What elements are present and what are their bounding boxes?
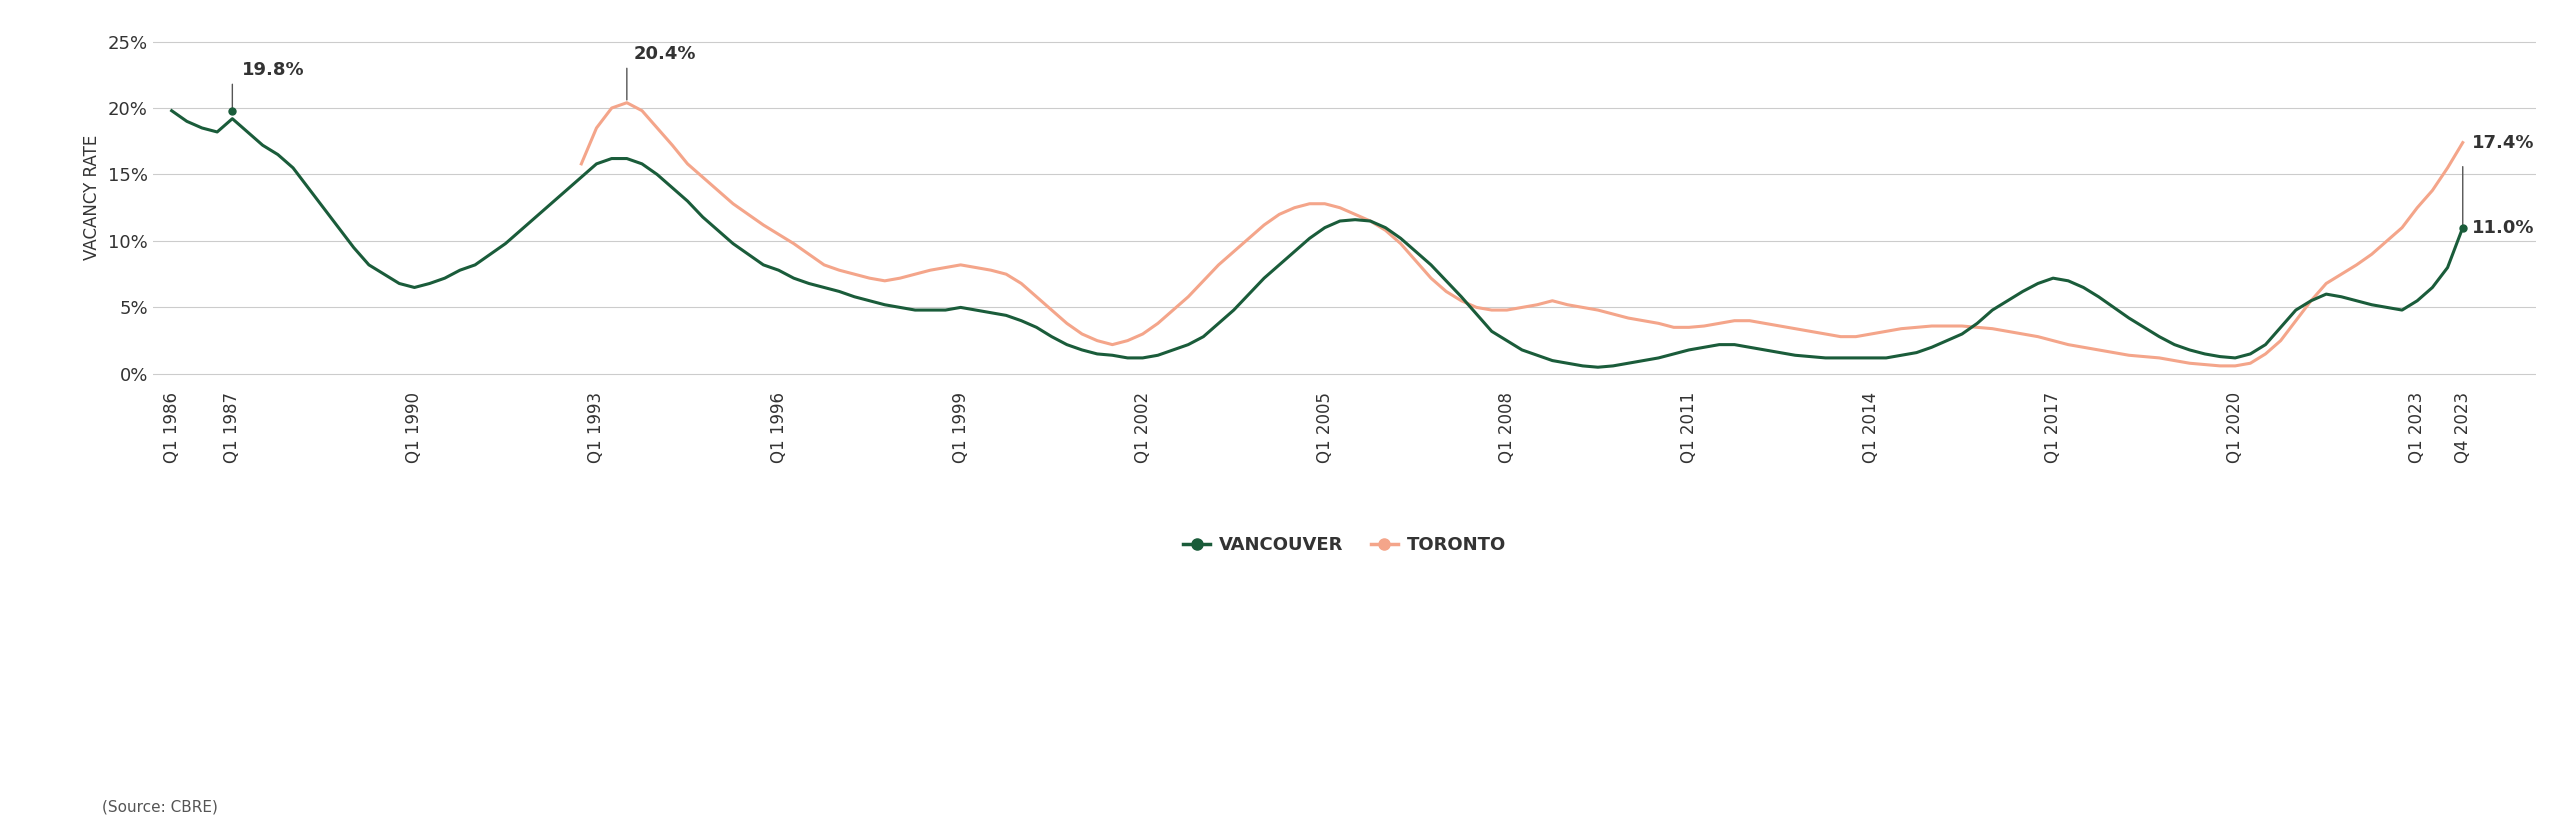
Text: 11.0%: 11.0%	[2473, 219, 2534, 237]
Legend: VANCOUVER, TORONTO: VANCOUVER, TORONTO	[1175, 529, 1513, 561]
Text: 19.8%: 19.8%	[241, 61, 305, 79]
Y-axis label: VACANCY RATE: VACANCY RATE	[82, 135, 100, 260]
Text: 20.4%: 20.4%	[635, 44, 696, 63]
Text: 17.4%: 17.4%	[2473, 133, 2534, 151]
Text: (Source: CBRE): (Source: CBRE)	[102, 800, 218, 815]
